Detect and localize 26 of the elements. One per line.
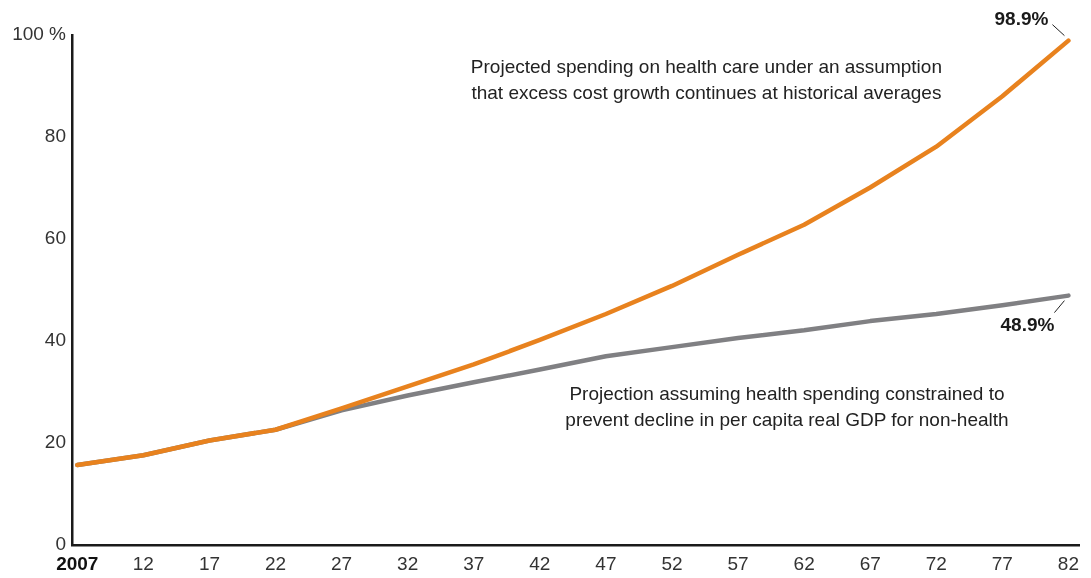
x-tick-label: 57 — [727, 552, 749, 574]
x-tick-label: 22 — [264, 552, 287, 574]
x-tick-label: 67 — [859, 552, 881, 574]
y-tick-label: 0 — [55, 533, 66, 555]
x-tick-label: 42 — [529, 552, 551, 574]
annotation: Projected spending on health care under an assumption that excess cost growth continues at historical averages — [470, 56, 942, 104]
x-tick-label: 47 — [595, 552, 617, 574]
x-tick-label: 77 — [991, 552, 1013, 574]
x-tick-label: 32 — [397, 552, 419, 574]
x-tick-label: 82 — [1057, 552, 1079, 574]
y-tick-label: 20 — [44, 431, 66, 453]
annotation: Projection assuming health spending constrained to prevent decline in per capita real GDP for non-health — [565, 382, 1009, 430]
x-tick-label: 12 — [132, 552, 154, 574]
data-label: 98.9% — [994, 7, 1049, 29]
x-tick-label: 27 — [331, 552, 353, 574]
y-tick-label: 80 — [44, 125, 66, 147]
x-tick-label: 2007 — [56, 552, 99, 574]
x-tick-label: 62 — [793, 552, 815, 574]
x-tick-label: 17 — [198, 552, 221, 574]
y-tick-label: 40 — [44, 329, 66, 351]
x-tick-label: 37 — [463, 552, 485, 574]
x-tick-label: 72 — [925, 552, 947, 574]
y-tick-label: 60 — [44, 227, 66, 249]
y-tick-label: 100 % — [12, 23, 67, 45]
x-tick-label: 52 — [661, 552, 683, 574]
data-label: 48.9% — [1000, 313, 1055, 335]
